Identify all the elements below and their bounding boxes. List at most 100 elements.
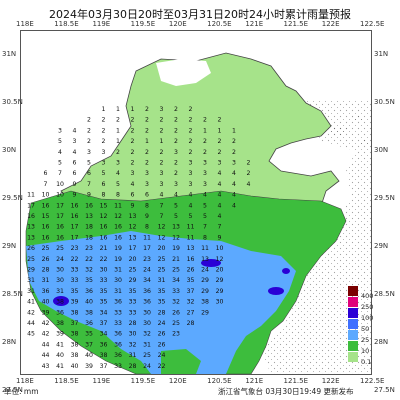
- rain-value: 6: [102, 181, 106, 188]
- legend-swatch: [348, 308, 358, 318]
- rain-value: 34: [100, 309, 108, 316]
- rain-value: 3: [189, 181, 193, 188]
- rain-value: 5: [174, 213, 178, 220]
- rain-value: 41: [56, 363, 64, 370]
- rain-value: 41: [56, 341, 64, 348]
- rain-value: 36: [114, 352, 122, 359]
- rain-value: 18: [85, 224, 93, 231]
- rain-value: 11: [187, 234, 195, 241]
- rain-value: 25: [56, 245, 64, 252]
- rain-value: 15: [42, 213, 50, 220]
- legend-label: 100: [361, 314, 374, 322]
- rain-value: 2: [102, 117, 106, 124]
- rain-value: 21: [172, 256, 180, 263]
- rain-value: 6: [73, 170, 77, 177]
- rain-value: 16: [56, 234, 64, 241]
- top-longitude-label: 122.5E: [360, 20, 385, 28]
- rain-value: 2: [189, 149, 193, 156]
- rain-value: 34: [143, 277, 151, 284]
- rain-value: 16: [100, 224, 108, 231]
- rain-value: 5: [102, 170, 106, 177]
- rain-value: 3: [174, 181, 178, 188]
- legend-label: 400: [361, 292, 374, 300]
- rain-value: 1: [102, 106, 106, 113]
- rain-value: 4: [218, 213, 222, 220]
- legend-label: 50: [361, 325, 370, 333]
- rain-value: 38: [85, 309, 93, 316]
- rain-value: 2: [160, 160, 164, 167]
- rain-value: 37: [100, 374, 108, 375]
- rain-value: 16: [187, 256, 195, 263]
- rain-value: 2: [232, 138, 236, 145]
- rain-value: 2: [160, 117, 164, 124]
- top-longitude-label: 121.5E: [283, 20, 309, 28]
- rain-value: 35: [100, 288, 108, 295]
- rain-value: 15: [100, 202, 108, 209]
- rain-value: 32: [172, 299, 180, 306]
- rain-value: 37: [187, 288, 195, 295]
- rain-value: 11: [201, 245, 209, 252]
- rain-value: 2: [116, 117, 120, 124]
- rain-value: 2: [102, 138, 106, 145]
- rain-value: 10: [42, 192, 50, 199]
- rain-value: 33: [71, 277, 79, 284]
- rain-value: 37: [100, 363, 108, 370]
- rain-value: 31: [56, 288, 64, 295]
- rain-value: 6: [87, 170, 91, 177]
- rain-value: 17: [143, 245, 151, 252]
- rain-value: 33: [129, 299, 137, 306]
- rain-value: 2: [203, 149, 207, 156]
- top-longitude-label: 122E: [321, 20, 340, 28]
- rain-value: 40: [42, 299, 50, 306]
- rain-value: 31: [27, 288, 35, 295]
- rain-value: 3: [73, 138, 77, 145]
- left-latitude-label: 27.5N: [2, 386, 23, 394]
- rain-value: 42: [42, 331, 50, 338]
- rain-value: 27: [143, 374, 151, 375]
- rain-value: 31: [143, 341, 151, 348]
- sea-area: [261, 101, 371, 374]
- rain-value: 3: [160, 181, 164, 188]
- rain-value: 9: [131, 202, 135, 209]
- top-longitude-label: 119E: [92, 20, 111, 28]
- rain-value: 31: [129, 374, 137, 375]
- rain-value: 1: [218, 127, 222, 134]
- rain-value: 26: [158, 331, 166, 338]
- rain-value: 2: [203, 138, 207, 145]
- legend-swatch: [348, 352, 358, 362]
- deep-blue-spots: [53, 259, 290, 306]
- rain-value: 36: [85, 288, 93, 295]
- rain-value: 26: [158, 341, 166, 348]
- legend-swatch: [348, 319, 358, 329]
- rain-value: 17: [56, 213, 64, 220]
- rain-value: 11: [143, 234, 151, 241]
- rain-value: 2: [247, 170, 251, 177]
- bottom-longitude-label: 120.5E: [207, 377, 232, 385]
- rain-value: 31: [114, 267, 122, 274]
- rain-value: 1: [116, 138, 120, 145]
- rain-value: 16: [85, 202, 93, 209]
- rain-value: 40: [56, 352, 64, 359]
- rain-value: 31: [27, 277, 35, 284]
- rain-value: 4: [73, 127, 77, 134]
- legend-swatch: [348, 286, 358, 296]
- rain-value: 4: [58, 149, 62, 156]
- rain-value: 8: [145, 224, 149, 231]
- rain-value: 5: [203, 213, 207, 220]
- rain-value: 16: [114, 234, 122, 241]
- rain-value: 5: [116, 181, 120, 188]
- rain-value: 13: [129, 234, 137, 241]
- map-title: 2024年03月30日20时至03月31日20时24小时累计雨量预报: [49, 8, 351, 21]
- rain-value: 3: [160, 106, 164, 113]
- rain-value: 17: [71, 224, 79, 231]
- rain-value: 4: [160, 192, 164, 199]
- rain-value: 39: [85, 374, 93, 375]
- bottom-longitude-label: 119E: [92, 377, 111, 385]
- rain-value: 24: [143, 363, 151, 370]
- rain-value: 35: [187, 277, 195, 284]
- right-latitude-label: 29.5N: [374, 194, 395, 202]
- rain-value: 4: [189, 192, 193, 199]
- top-longitude-label: 120E: [168, 20, 187, 28]
- rain-value: 2: [160, 149, 164, 156]
- rain-value: 33: [172, 288, 180, 295]
